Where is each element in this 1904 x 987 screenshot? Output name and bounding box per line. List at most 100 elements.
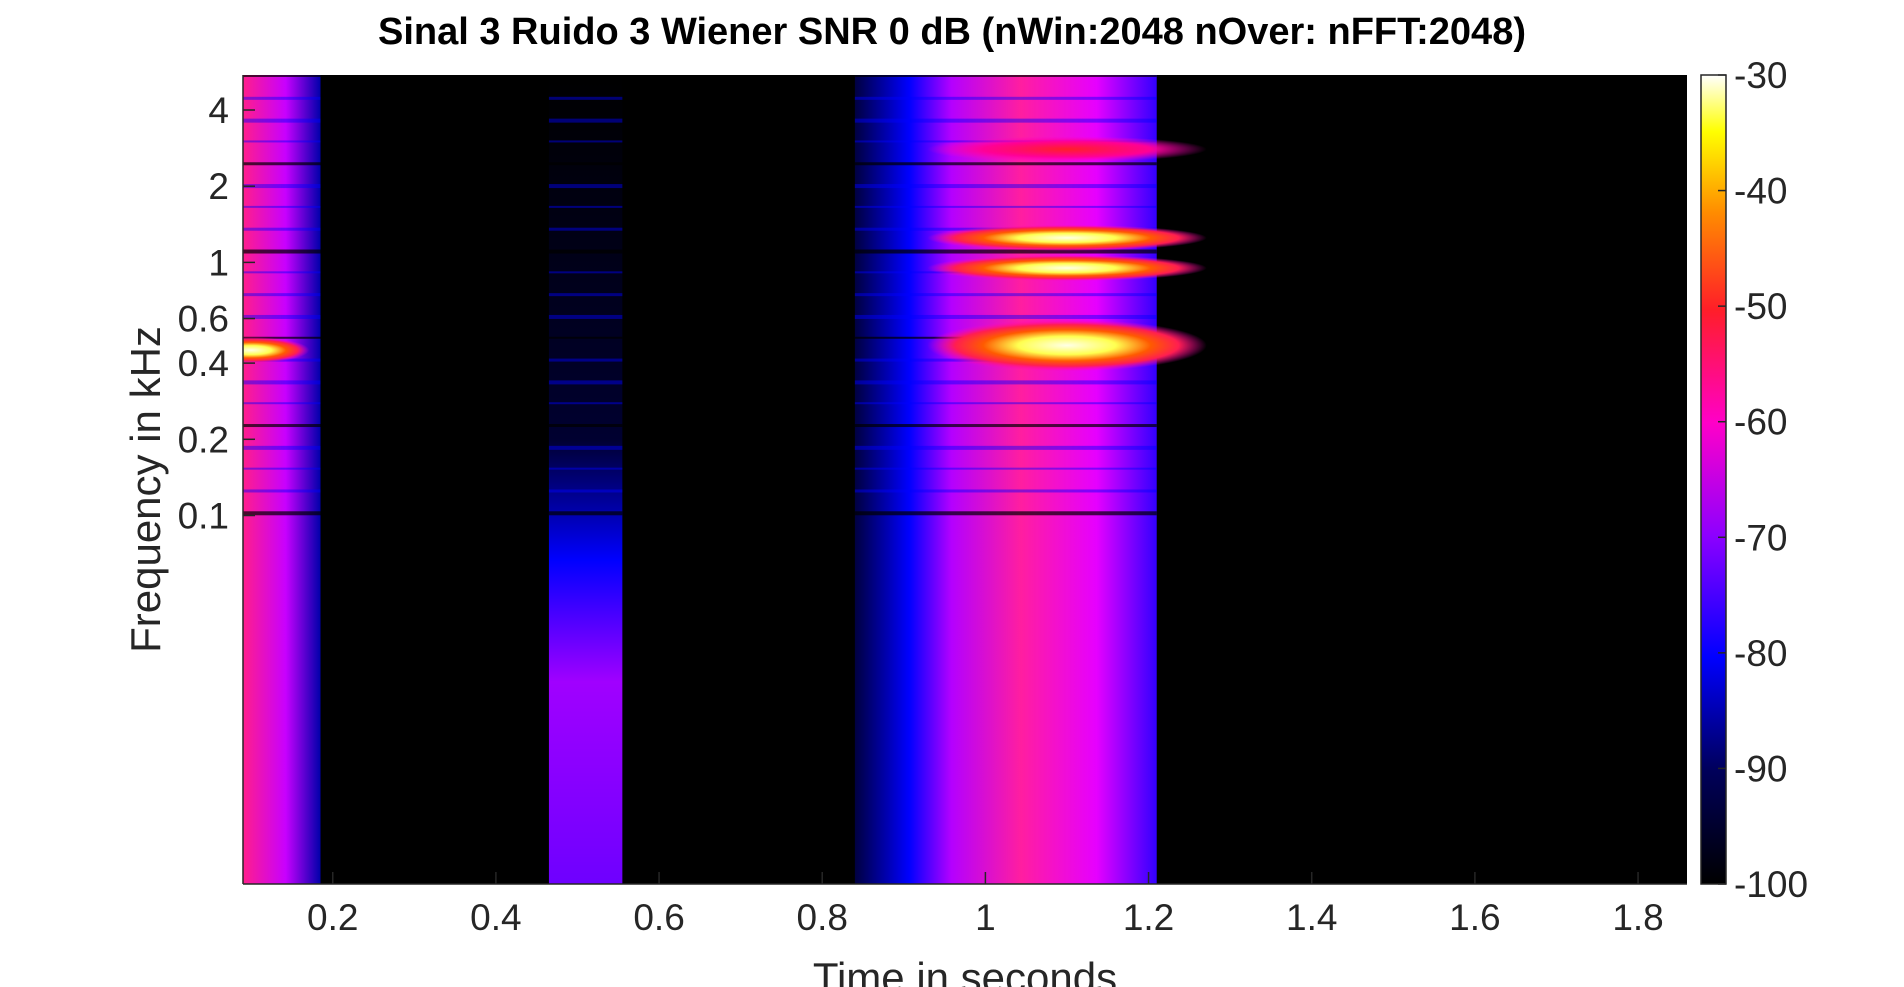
colorbar-tick-label: -100 (1734, 864, 1808, 905)
harmonic-band (243, 271, 321, 274)
signal-segment (243, 75, 321, 884)
harmonic-band (548, 293, 623, 297)
y-axis-label: Frequency in kHz (122, 326, 169, 653)
harmonic-band (243, 162, 321, 166)
signal-segment (854, 75, 1157, 884)
harmonic-band (243, 424, 321, 428)
colorbar-tick-label: -60 (1734, 402, 1787, 443)
harmonic-band (854, 118, 1157, 123)
harmonic-band (854, 511, 1157, 516)
energy-peak (927, 136, 1207, 163)
harmonic-band (548, 424, 623, 428)
colorbar-tick-label: -70 (1734, 517, 1787, 558)
harmonic-band (854, 162, 1157, 166)
x-axis-label: Time in seconds (813, 954, 1117, 987)
y-tick-label: 2 (208, 166, 229, 207)
x-tick-label: 0.2 (307, 897, 358, 938)
harmonic-band (243, 445, 321, 450)
segments-layer (243, 75, 1157, 884)
harmonic-band (548, 467, 623, 470)
harmonic-band (548, 489, 623, 493)
x-tick-label: 1.4 (1286, 897, 1337, 938)
harmonic-band (548, 380, 623, 385)
harmonic-band (243, 249, 321, 254)
harmonic-band (854, 314, 1157, 319)
y-axis: 4 2 1 0.60.4 0.2 0.1 (178, 75, 255, 884)
harmonic-band (854, 249, 1157, 254)
colorbar-ticks: -30 -40 -50 -60 -70 -80 -90 -100 (1718, 55, 1808, 905)
segment-body (854, 75, 1157, 884)
harmonic-band (548, 118, 623, 123)
harmonic-band (548, 314, 623, 319)
harmonic-band (854, 402, 1157, 405)
y-tick-label: 0.4 (178, 343, 229, 384)
x-tick-label: 1 (975, 897, 996, 938)
x-tick-label: 1.8 (1612, 897, 1663, 938)
harmonic-band (243, 402, 321, 405)
harmonic-band (243, 75, 321, 77)
harmonic-band (854, 445, 1157, 450)
harmonic-band (854, 489, 1157, 493)
harmonic-band (854, 467, 1157, 470)
plot-area (243, 75, 1687, 884)
x-tick-label: 1.6 (1449, 897, 1500, 938)
harmonic-band (548, 205, 623, 208)
y-tick-label: 0.6 (178, 299, 229, 340)
harmonic-band (243, 314, 321, 319)
energy-peak (243, 337, 310, 364)
harmonic-band (854, 424, 1157, 428)
y-tick-label: 1 (208, 242, 229, 283)
harmonic-band (243, 96, 321, 100)
peaks-layer (243, 136, 1207, 372)
x-tick-label: 0.8 (797, 897, 848, 938)
harmonic-band (243, 184, 321, 189)
x-tick-label: 0.6 (633, 897, 684, 938)
harmonic-band (548, 96, 623, 100)
colorbar (1700, 74, 1727, 885)
energy-peak (927, 319, 1207, 372)
signal-segment (548, 75, 623, 884)
harmonic-band (548, 75, 623, 77)
harmonic-band (548, 336, 623, 339)
harmonic-band (243, 511, 321, 516)
harmonic-band (854, 293, 1157, 297)
harmonic-band (548, 445, 623, 450)
segment-body (243, 75, 321, 884)
energy-peak (927, 224, 1207, 251)
harmonic-band (243, 140, 321, 143)
harmonic-band (243, 489, 321, 493)
harmonic-band (854, 184, 1157, 189)
harmonic-band (548, 227, 623, 231)
harmonic-band (243, 118, 321, 123)
energy-peak (927, 255, 1207, 282)
harmonic-band (243, 205, 321, 208)
x-tick-label: 1.2 (1123, 897, 1174, 938)
harmonic-band (243, 380, 321, 385)
segment-body (548, 75, 623, 884)
harmonic-band (854, 205, 1157, 208)
x-axis: 0.2 0.4 0.6 0.8 1 1.2 1.4 1.6 1.8 (243, 872, 1687, 938)
harmonic-band (548, 358, 623, 362)
harmonic-band (548, 511, 623, 516)
y-tick-label: 0.2 (178, 419, 229, 460)
harmonic-band (548, 249, 623, 254)
harmonic-band (243, 467, 321, 470)
harmonic-band (548, 162, 623, 166)
harmonic-band (548, 140, 623, 143)
harmonic-band (243, 336, 321, 339)
chart-title: Sinal 3 Ruido 3 Wiener SNR 0 dB (nWin:20… (378, 11, 1526, 53)
harmonic-band (548, 184, 623, 189)
x-tick-label: 0.4 (470, 897, 521, 938)
colorbar-tick-label: -80 (1734, 633, 1787, 674)
colorbar-tick-label: -40 (1734, 171, 1787, 212)
y-tick-label: 4 (208, 90, 229, 131)
harmonic-band (854, 75, 1157, 77)
harmonic-band (243, 227, 321, 231)
harmonic-band (548, 402, 623, 405)
colorbar-tick-label: -30 (1734, 55, 1787, 96)
y-tick-label: 0.1 (178, 495, 229, 536)
colorbar-tick-label: -90 (1734, 748, 1787, 789)
colorbar-tick-label: -50 (1734, 286, 1787, 327)
harmonic-band (854, 380, 1157, 385)
